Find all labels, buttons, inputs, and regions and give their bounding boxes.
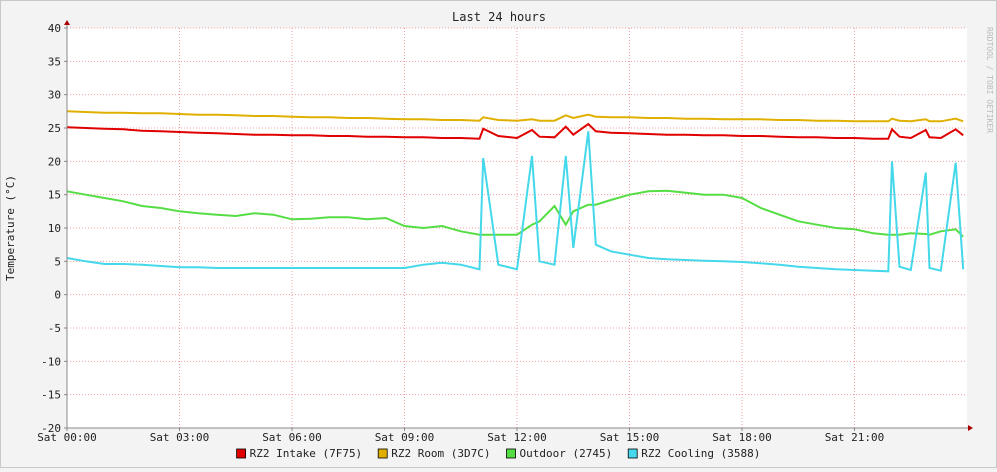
y-tick-label: -15 [41, 389, 61, 402]
y-tick-label: 30 [48, 89, 61, 102]
y-tick-label: 25 [48, 122, 61, 135]
series-line [66, 122, 964, 140]
legend-item: RZ2 Room (3D7C) [377, 447, 491, 460]
y-tick-label: 15 [48, 189, 61, 202]
x-tick-label: Sat 15:00 [600, 431, 660, 444]
y-tick-label: -5 [48, 322, 61, 335]
legend-swatch [236, 448, 247, 459]
y-tick-label: 20 [48, 155, 61, 168]
legend-label: RZ2 Cooling (3588) [641, 447, 760, 460]
series-line [66, 131, 965, 273]
series-line [66, 189, 964, 238]
y-arrow [64, 20, 70, 25]
y-tick-label: 35 [48, 55, 61, 68]
series-line [66, 110, 964, 123]
legend-swatch [377, 448, 388, 459]
legend-swatch [506, 448, 516, 459]
legend-item: RZ2 Intake (7F75) [236, 447, 363, 460]
y-axis-label: Temperature (°C) [4, 175, 17, 281]
legend-item: Outdoor (2745) [506, 447, 613, 460]
chart-title: Last 24 hours [452, 10, 546, 24]
legend-swatch [627, 448, 638, 459]
legend-label: RZ2 Intake (7F75) [250, 447, 363, 460]
x-tick-label: Sat 12:00 [487, 431, 547, 444]
grid [66, 27, 967, 429]
x-tick-label: Sat 06:00 [262, 431, 322, 444]
y-tick-label: 0 [54, 289, 61, 302]
legend-label: Outdoor (2745) [520, 447, 613, 460]
y-tick-label: -10 [41, 355, 61, 368]
y-tick-label: -20 [41, 422, 61, 435]
axes: -20 -15 -10 -5 0 5 10 15 20 25 30 35 40 Sat 00:00 Sat … [37, 20, 973, 444]
legend-label: RZ2 Room (3D7C) [391, 447, 490, 460]
x-tick-label: Sat 09:00 [375, 431, 435, 444]
legend-item: RZ2 Cooling (3588) [627, 447, 760, 460]
watermark: RRDTOOL / TOBI OETIKER [985, 27, 994, 133]
x-tick-label: Sat 21:00 [825, 431, 885, 444]
x-tick-label: Sat 03:00 [150, 431, 210, 444]
x-arrow [968, 425, 973, 431]
x-tick-label: Sat 00:00 [37, 431, 97, 444]
legend: RZ2 Intake (7F75) RZ2 Room (3D7C) Outdoor … [236, 447, 760, 460]
lines [66, 110, 965, 273]
x-tick-label: Sat 18:00 [712, 431, 772, 444]
y-tick-label: 40 [48, 22, 61, 35]
y-tick-label: 10 [48, 222, 61, 235]
y-tick-label: 5 [54, 255, 61, 268]
